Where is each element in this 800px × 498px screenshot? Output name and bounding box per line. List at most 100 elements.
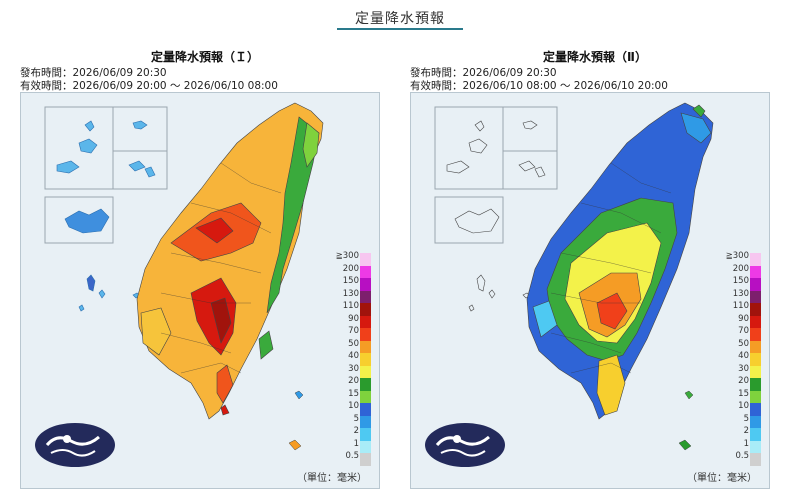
legend-item: 5 <box>343 413 373 428</box>
legend-item: 130 <box>342 288 373 303</box>
legend-label: ≧300 <box>335 251 359 261</box>
forecast-panel-2: 定量降水預報（Ⅱ） 發布時間：2026/06/09 20:30 有效時間：202… <box>410 42 780 492</box>
legend-label: 2 <box>353 426 359 436</box>
legend-label: 150 <box>342 276 359 286</box>
legend-item: 150 <box>732 276 763 291</box>
legend-label: 1 <box>743 438 749 449</box>
legend-label: ≧300 <box>725 251 749 261</box>
legend-item: 20 <box>733 376 763 391</box>
legend-label: 110 <box>342 301 359 311</box>
legend-item: 50 <box>343 339 373 353</box>
legend-label: 20 <box>738 376 749 386</box>
rainfall-map: ≧300 200 150 130 110 90 70 50 40 30 20 1… <box>410 92 770 489</box>
legend-label: 10 <box>738 401 749 411</box>
legend-label: 5 <box>743 413 749 424</box>
legend-label: 15 <box>738 388 749 399</box>
cwa-logo <box>425 423 505 467</box>
legend-item: 30 <box>343 363 373 378</box>
legend-item: 130 <box>732 288 763 303</box>
legend-item: 50 <box>733 338 763 353</box>
legend-label: 40 <box>348 351 359 361</box>
legend-label: 0.5 <box>735 451 749 461</box>
legend-item: 2 <box>733 426 763 441</box>
legend-swatch <box>360 315 371 328</box>
legend-label: 110 <box>732 301 749 311</box>
title-underline <box>337 28 463 30</box>
legend-label: 130 <box>342 288 359 299</box>
legend-item: 150 <box>342 276 373 291</box>
legend-label: 0.5 <box>345 451 359 461</box>
small-islands <box>678 390 694 451</box>
taiwan-island <box>526 102 714 420</box>
legend-swatch <box>750 415 761 428</box>
legend-item: 10 <box>733 401 763 416</box>
legend-swatch <box>750 290 761 303</box>
rainfall-map: ≧300 200 150 130 110 90 70 50 40 30 20 1… <box>20 92 380 489</box>
legend-item: 1 <box>733 438 763 453</box>
legend-swatch <box>360 403 371 416</box>
legend-item: 200 <box>732 263 763 278</box>
legend-label: 200 <box>342 263 359 274</box>
legend-label: 70 <box>348 326 359 336</box>
legend-label: 5 <box>353 413 359 424</box>
panel-heading: 定量降水預報（Ⅱ） <box>543 50 647 64</box>
legend-swatch <box>360 428 371 441</box>
rainfall-legend: ≧300 200 150 130 110 90 70 50 40 30 20 1… <box>726 251 763 466</box>
page-title: 定量降水預報 <box>355 11 445 27</box>
small-islands <box>288 390 304 451</box>
legend-label: 130 <box>732 288 749 299</box>
legend-item: 110 <box>342 301 373 316</box>
legend-swatch <box>360 365 371 378</box>
legend-swatch <box>360 440 371 453</box>
legend-label: 30 <box>738 363 749 374</box>
legend-item: 1 <box>343 439 373 453</box>
legend-swatch <box>750 265 761 278</box>
legend-item: 90 <box>343 314 373 328</box>
legend-label: 10 <box>348 401 359 411</box>
legend-swatch <box>750 303 761 316</box>
valid-time: 有效時間：2026/06/09 20:00 ～ 2026/06/10 08:00 <box>20 80 278 92</box>
county-borders <box>160 162 282 374</box>
legend-label: 30 <box>348 363 359 374</box>
legend-swatch <box>360 453 371 466</box>
legend-label: 40 <box>738 351 749 361</box>
legend-swatch <box>360 253 371 266</box>
county-borders <box>550 162 672 374</box>
legend-item: 20 <box>343 376 373 391</box>
legend-swatch <box>360 378 371 391</box>
legend-swatch <box>750 340 761 353</box>
rainfall-legend: ≧300 200 150 130 110 90 70 50 40 30 20 1… <box>336 251 373 466</box>
legend-label: 90 <box>738 313 749 324</box>
legend-item: 0.5 <box>343 451 373 466</box>
legend-label: 70 <box>738 326 749 336</box>
legend-swatch <box>750 315 761 328</box>
forecast-panel-1: 定量降水預報（Ｉ） 發布時間：2026/06/09 20:30 有效時間：202… <box>20 42 390 492</box>
legend-swatch <box>750 428 761 441</box>
legend-item: 5 <box>733 413 763 428</box>
legend-swatch <box>750 328 761 341</box>
legend-swatch <box>360 390 371 403</box>
legend-label: 200 <box>732 263 749 274</box>
legend-item: 40 <box>343 351 373 366</box>
issue-time: 發布時間：2026/06/09 20:30 <box>20 67 167 79</box>
legend-label: 150 <box>732 276 749 286</box>
legend-swatch <box>750 378 761 391</box>
unit-label: （單位：毫米） <box>687 473 757 484</box>
legend-item: 15 <box>343 389 373 403</box>
legend-item: 70 <box>733 326 763 341</box>
outlying-islands <box>56 120 156 312</box>
legend-item: 30 <box>733 363 763 378</box>
outlying-islands <box>446 120 546 312</box>
legend-swatch <box>750 253 761 266</box>
legend-label: 20 <box>348 376 359 386</box>
unit-label: （單位：毫米） <box>297 473 367 484</box>
legend-swatch <box>750 440 761 453</box>
taiwan-rainfall-map <box>35 102 324 467</box>
legend-swatch <box>750 278 761 291</box>
cwa-logo <box>35 423 115 467</box>
legend-swatch <box>360 415 371 428</box>
legend-item: ≧300 <box>336 251 373 266</box>
legend-item: 70 <box>343 326 373 341</box>
legend-swatch <box>750 453 761 466</box>
legend-label: 50 <box>738 338 749 349</box>
